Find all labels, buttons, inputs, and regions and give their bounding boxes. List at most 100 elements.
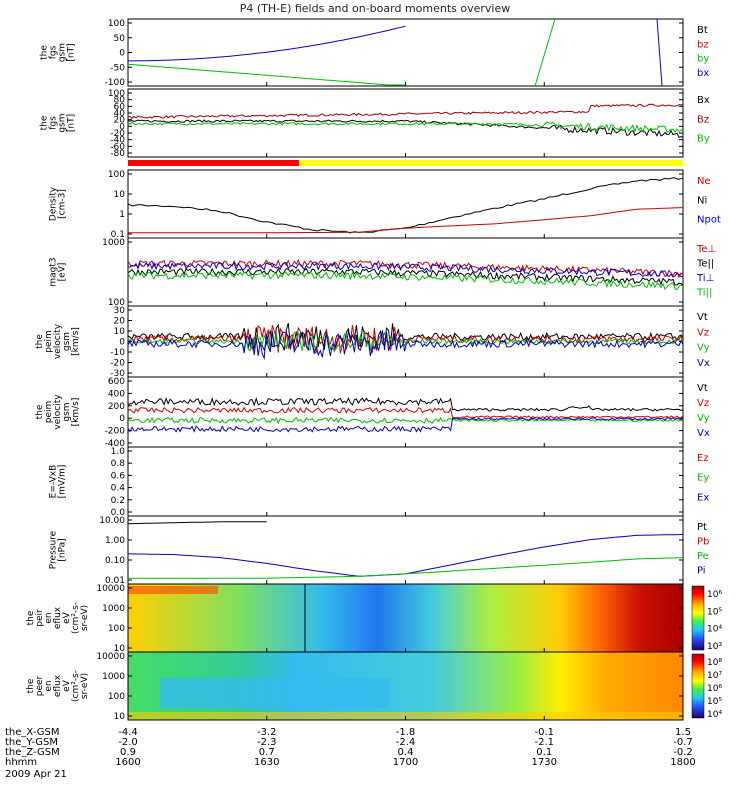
footer-row-label: the_Z-GSM — [5, 747, 60, 758]
y-axis-label: thepeimvelocitygsm[km/s] — [35, 394, 81, 430]
y-tick-label: -10 — [110, 348, 125, 358]
legend-Ez: Ez — [697, 453, 709, 464]
panel-frame — [127, 376, 684, 448]
legend-Pi: Pi — [697, 566, 706, 577]
y-axis-label: thepeerenefluxeV(cm²-s-sr-eV) — [26, 670, 90, 702]
y-tick-label: 1 — [119, 210, 125, 220]
y-tick-label: -20 — [110, 129, 125, 139]
trace-vperp-Vy — [127, 331, 684, 352]
y-tick-label: 0 — [119, 338, 125, 348]
trace-fgs-Bz — [127, 103, 684, 120]
footer-row-label: hhmm — [5, 757, 37, 768]
footer-value: 1.5 — [675, 727, 691, 738]
y-tick-label: 100 — [108, 19, 125, 29]
footer-row-label: the_X-GSM — [5, 727, 59, 738]
footer-value: -4.4 — [118, 727, 138, 738]
footer-value: -1.8 — [396, 727, 416, 738]
colorbar-label: 10⁴ — [707, 625, 722, 635]
panel-fgs-zoom: 100 50 0 -50 -100 thefgsgsm[nT] Bt bz by bx — [40, 18, 709, 88]
status-bar-red — [128, 160, 300, 166]
y-tick-label: 40 — [114, 109, 126, 119]
footer-value: -2.3 — [257, 737, 277, 748]
y-tick-label: 100 — [108, 624, 125, 634]
trace-vperp-Vt — [127, 322, 684, 353]
y-tick-label: 20 — [114, 317, 126, 327]
y-tick-label: -80 — [110, 149, 125, 159]
series-density-Ne — [128, 207, 684, 234]
legend-Ti||: Ti|| — [696, 288, 712, 299]
legend-Vt: Vt — [697, 383, 708, 394]
trace-by-zoom-rise — [534, 18, 556, 87]
panel-ion-spec: 10⁶ 10⁵ 10⁴ 10³ 10000 1000 100 10 thepeireneflux… — [26, 583, 722, 654]
legend-By: By — [697, 134, 710, 145]
footer-value: 1600 — [115, 757, 140, 768]
y-tick-label: -400 — [105, 439, 126, 449]
legend-bx: bx — [697, 68, 709, 79]
spectrogram-band — [160, 678, 390, 708]
y-tick-label: 0 — [119, 414, 125, 424]
y-axis-label: Density[cm-3] — [49, 186, 68, 221]
series-pressure-Pe — [128, 557, 684, 579]
y-tick-label: 100 — [108, 89, 125, 99]
y-axis-label: thepeirenefluxeV(cm²-s-sr-eV) — [26, 602, 90, 634]
legend-Vx: Vx — [697, 428, 710, 439]
panel-density: 100 10 1 0.1 Density[cm-3] Ne Ni Npot — [49, 169, 721, 240]
footer-value: 1730 — [532, 757, 557, 768]
panel-ele-spec: 10⁸ 10⁷ 10⁶ 10⁵ 10⁴ 10000 1000 100 10 thepeerenef… — [26, 651, 722, 722]
y-tick-label: 100 — [108, 298, 125, 308]
series-pressure-Pt — [127, 521, 267, 525]
chart-title: P4 (TH-E) fields and on-board moments ov… — [239, 2, 511, 15]
y-tick-label: 30 — [114, 306, 126, 316]
legend-Npot: Npot — [697, 215, 721, 226]
panel-vel: 600 400 200 0 -200 -400 thepeimvelocitygsm[km/… — [35, 376, 710, 449]
trace-vel-Vt — [127, 396, 684, 412]
legend-Ey: Ey — [697, 473, 709, 484]
y-tick-label: 10 — [114, 712, 126, 722]
trace-bx-zoom-drop — [656, 18, 663, 87]
legend-Pt: Pt — [697, 522, 707, 533]
footer-row-label: the_Y-GSM — [5, 737, 58, 748]
footer-value: 1630 — [254, 757, 279, 768]
trace-vel-Vy — [127, 416, 684, 425]
y-tick-label: 60 — [114, 102, 126, 112]
y-tick-label: 0.10 — [105, 556, 125, 566]
y-tick-label: -20 — [110, 359, 125, 369]
trace-vel-Vz — [127, 406, 684, 419]
y-axis-label: magt3[eV] — [49, 257, 68, 286]
y-tick-label: 80 — [114, 96, 126, 106]
y-tick-label: 10 — [114, 190, 126, 200]
legend-Bz: Bz — [697, 114, 709, 125]
legend-Vx: Vx — [697, 358, 710, 369]
trace-temp-Ti-perp — [127, 261, 684, 278]
y-tick-label: 10 — [114, 644, 126, 654]
series-pressure-Pi — [127, 534, 684, 577]
trace-vperp-Vx — [127, 329, 684, 360]
footer-value: 0.1 — [536, 747, 552, 758]
footer-value: 1700 — [393, 757, 418, 768]
legend-Bx: Bx — [697, 95, 710, 106]
colorbar-label: 10⁴ — [707, 710, 722, 720]
legend-Ni: Ni — [697, 195, 707, 206]
y-tick-label: -200 — [105, 427, 126, 437]
trace-fgs-By — [127, 121, 684, 134]
colorbar-label: 10⁸ — [707, 658, 722, 668]
footer-value: 1800 — [670, 757, 695, 768]
status-bar-yellow — [299, 160, 683, 166]
y-tick-label: 0.2 — [111, 496, 125, 506]
y-tick-label: 1000 — [102, 238, 125, 248]
trace-fgs-Bx — [127, 119, 684, 138]
y-tick-label: 200 — [108, 402, 125, 412]
y-tick-label: 400 — [108, 389, 125, 399]
y-tick-label: 1.00 — [105, 536, 125, 546]
legend-by: by — [697, 54, 709, 65]
legend-Ti⊥: Ti⊥ — [696, 273, 714, 284]
colorbar-label: 10⁶ — [707, 590, 722, 600]
y-axis-label: Pressure[nPa] — [49, 530, 68, 569]
y-tick-label: 1000 — [102, 672, 125, 682]
trace-by-zoom — [127, 63, 406, 86]
legend-Ne: Ne — [697, 176, 711, 187]
legend-Bt: Bt — [697, 25, 708, 36]
trace-vperp-Vz — [127, 324, 684, 354]
